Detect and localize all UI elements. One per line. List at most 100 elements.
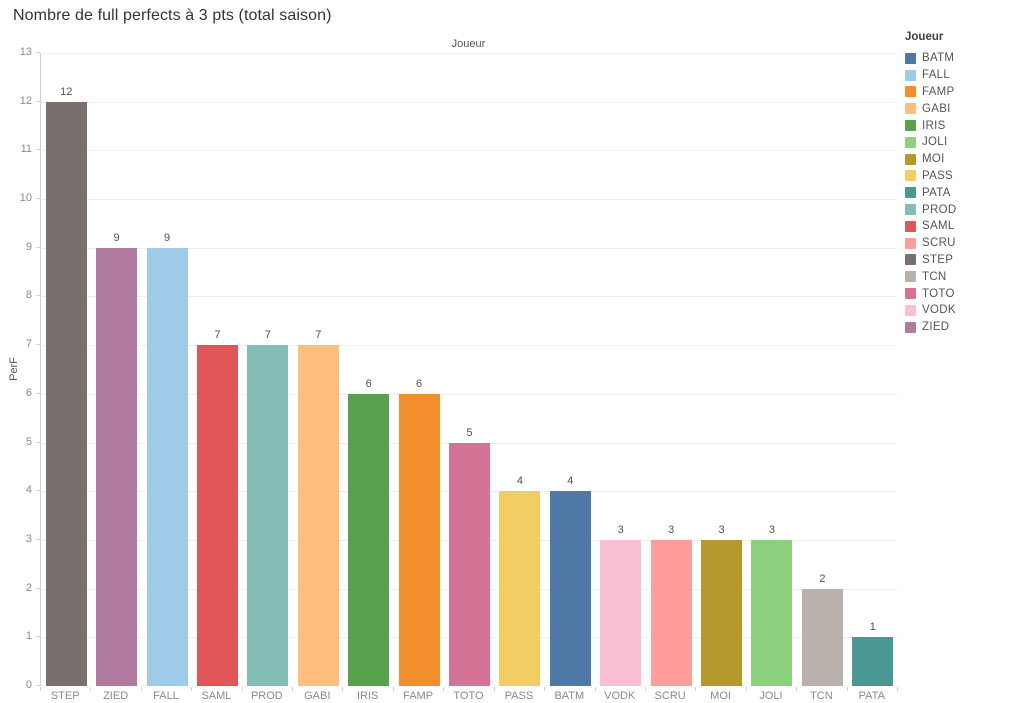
bar-value-label: 12 [60, 86, 73, 98]
x-tick-mark [191, 687, 193, 691]
legend-swatch-icon [905, 271, 916, 283]
y-tick-mark [36, 587, 40, 589]
gridline [41, 150, 897, 152]
legend-item-saml[interactable]: SAML [905, 218, 1020, 235]
legend-item-moi[interactable]: MOI [905, 151, 1020, 168]
y-tick-mark [36, 246, 40, 248]
bar-toto[interactable] [449, 443, 490, 686]
bar-joli[interactable] [751, 540, 793, 686]
gridline [41, 393, 897, 395]
x-tick-label-prod: PROD [250, 690, 283, 702]
legend-swatch-icon [905, 304, 916, 316]
bar-tcn[interactable] [801, 589, 843, 686]
gridline [41, 345, 897, 347]
legend-swatch-icon [905, 288, 916, 300]
bar-value-label: 7 [315, 329, 322, 341]
x-tick-mark [342, 687, 344, 691]
y-tick-mark [36, 685, 40, 686]
legend-item-vodk[interactable]: VODK [905, 302, 1020, 319]
legend-item-iris[interactable]: IRIS [905, 117, 1020, 134]
legend-item-batm[interactable]: BATM [905, 50, 1020, 67]
legend-label: MOI [922, 153, 945, 166]
bar-prod[interactable] [247, 345, 289, 686]
bar-famp[interactable] [398, 394, 440, 686]
y-tick-label: 1 [25, 630, 32, 643]
legend-item-tcn[interactable]: TCN [905, 268, 1020, 285]
legend-item-step[interactable]: STEP [905, 252, 1020, 269]
x-tick-label-pass: PASS [504, 690, 534, 702]
legend-label: ZIED [922, 321, 950, 334]
y-tick-mark [36, 295, 40, 297]
legend-swatch-icon [905, 220, 916, 232]
y-tick-label: 9 [25, 240, 32, 253]
bar-saml[interactable] [196, 345, 238, 686]
legend-item-toto[interactable]: TOTO [905, 285, 1020, 302]
y-tick-mark [36, 392, 40, 394]
x-tick-mark [745, 687, 747, 691]
y-tick-mark [36, 198, 40, 200]
y-tick-mark [36, 100, 40, 102]
x-tick-mark [292, 687, 294, 691]
legend-label: FAMP [922, 85, 955, 98]
x-tick-mark [140, 687, 142, 691]
x-tick-mark [40, 687, 41, 691]
bar-gabi[interactable] [297, 345, 339, 686]
bar-zied[interactable] [96, 248, 138, 686]
y-tick-label: 11 [20, 143, 32, 156]
y-tick-label: 2 [25, 581, 32, 594]
x-tick-mark [796, 687, 798, 691]
bar-fall[interactable] [146, 248, 188, 686]
bar-step[interactable] [45, 102, 87, 686]
legend-item-joli[interactable]: JOLI [905, 134, 1020, 151]
gridline [41, 199, 897, 201]
legend-item-pata[interactable]: PATA [905, 184, 1020, 201]
bar-moi[interactable] [701, 540, 743, 686]
bar-value-label: 6 [365, 378, 372, 390]
bar-value-label: 4 [516, 475, 523, 487]
legend-items: BATM FALL FAMP GABI IRIS JOLI MOI PASS PATA PROD S… [905, 50, 1020, 336]
legend-swatch-icon [905, 120, 916, 132]
gridline [41, 296, 897, 298]
legend-label: VODK [922, 304, 956, 317]
legend-label: JOLI [922, 136, 948, 149]
y-tick-label: 6 [25, 386, 32, 399]
y-tick-label: 7 [25, 338, 32, 351]
bar-value-label: 3 [718, 524, 725, 536]
bar-value-label: 1 [869, 621, 876, 633]
bar-scru[interactable] [650, 540, 692, 686]
bar-value-label: 2 [819, 573, 826, 585]
bar-pass[interactable] [499, 491, 541, 686]
legend-item-gabi[interactable]: GABI [905, 100, 1020, 117]
bar-value-label: 7 [264, 329, 271, 341]
legend-item-prod[interactable]: PROD [905, 201, 1020, 218]
legend-swatch-icon [905, 254, 916, 266]
legend-label: PROD [922, 203, 957, 216]
legend-item-scru[interactable]: SCRU [905, 235, 1020, 252]
x-tick-label-famp: FAMP [403, 690, 434, 702]
x-tick-mark [443, 687, 445, 691]
bar-batm[interactable] [549, 491, 591, 686]
bar-value-label: 5 [466, 427, 473, 439]
legend-swatch-icon [905, 237, 916, 249]
x-tick-label-scru: SCRU [654, 690, 686, 702]
legend-item-pass[interactable]: PASS [905, 168, 1020, 185]
legend-item-zied[interactable]: ZIED [905, 319, 1020, 336]
legend-item-fall[interactable]: FALL [905, 67, 1020, 84]
bar-pata[interactable] [852, 637, 894, 686]
y-tick-label: 5 [25, 435, 32, 448]
legend-item-famp[interactable]: FAMP [905, 84, 1020, 101]
bar-vodk[interactable] [600, 540, 642, 686]
legend-title: Joueur [905, 31, 944, 43]
bar-value-label: 3 [668, 524, 675, 536]
column-header-joueur: Joueur [451, 38, 486, 50]
legend-swatch-icon [905, 204, 916, 216]
y-tick-mark [36, 538, 40, 540]
chart-title: Nombre de full perfects à 3 pts (total s… [13, 7, 332, 24]
legend-swatch-icon [905, 321, 916, 333]
y-tick-mark [36, 149, 40, 151]
x-tick-mark [897, 687, 898, 691]
legend-swatch-icon [905, 153, 916, 165]
bar-iris[interactable] [348, 394, 390, 686]
bar-value-label: 3 [617, 524, 624, 536]
